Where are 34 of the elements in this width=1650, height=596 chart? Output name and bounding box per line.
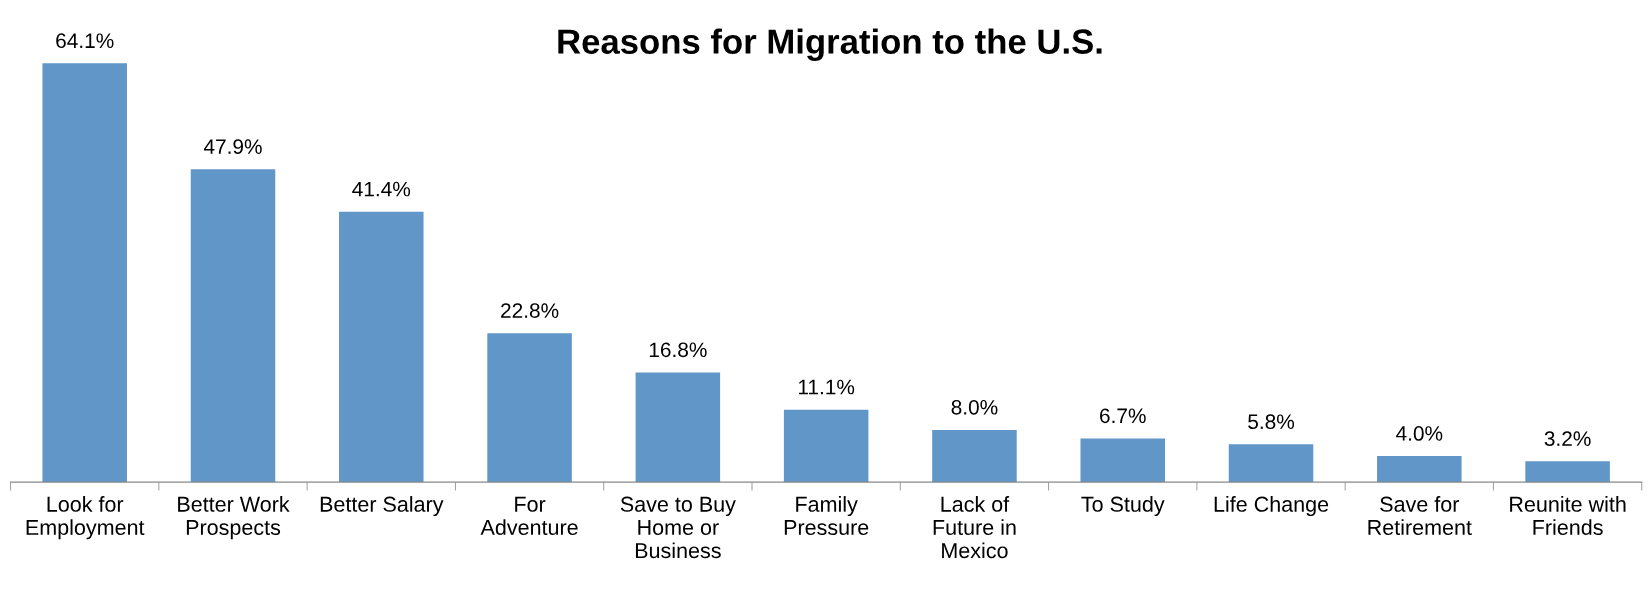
x-tick-label: Save for Retirement (1368, 496, 1472, 536)
data-label: 41.4% (352, 181, 411, 197)
data-label: 6.7% (1100, 408, 1146, 424)
bar (1228, 444, 1314, 483)
bar (339, 211, 424, 483)
bar (487, 333, 572, 483)
bar (1525, 461, 1610, 483)
x-tick-label: Better Salary (320, 496, 444, 517)
x-tick-label: Save to Buy Home or Business (620, 496, 736, 559)
bar (932, 429, 1017, 483)
data-label: 16.8% (649, 342, 707, 358)
x-tick-label: Look for Employment (26, 496, 145, 540)
x-tick-label: Life Change (1214, 496, 1329, 517)
bar (42, 63, 127, 483)
x-tick-label: Better Work Prospects (178, 496, 290, 540)
data-label: 3.2% (1544, 431, 1591, 447)
x-tick-label: Lack of Future in Mexico (933, 496, 1016, 559)
bar (635, 372, 721, 483)
x-tick-label: For Adventure (480, 496, 578, 536)
data-label: 4.0% (1396, 426, 1443, 441)
bar (1377, 456, 1462, 483)
data-label: 64.1% (56, 33, 114, 49)
data-label: 11.1% (798, 379, 855, 395)
x-tick-label: To Study (1081, 496, 1165, 517)
data-label: 5.8% (1248, 414, 1295, 430)
bar (1080, 438, 1165, 483)
bar (783, 409, 869, 483)
data-label: 8.0% (951, 399, 998, 415)
data-label: 22.8% (501, 303, 559, 318)
chart-title: Reasons for Migration to the U.S. (558, 28, 1102, 61)
data-label: 47.9% (203, 139, 262, 154)
x-tick-label: Family Pressure (784, 496, 869, 536)
x-tick-label: Reunite with Friends (1510, 496, 1626, 536)
bar (190, 169, 276, 483)
